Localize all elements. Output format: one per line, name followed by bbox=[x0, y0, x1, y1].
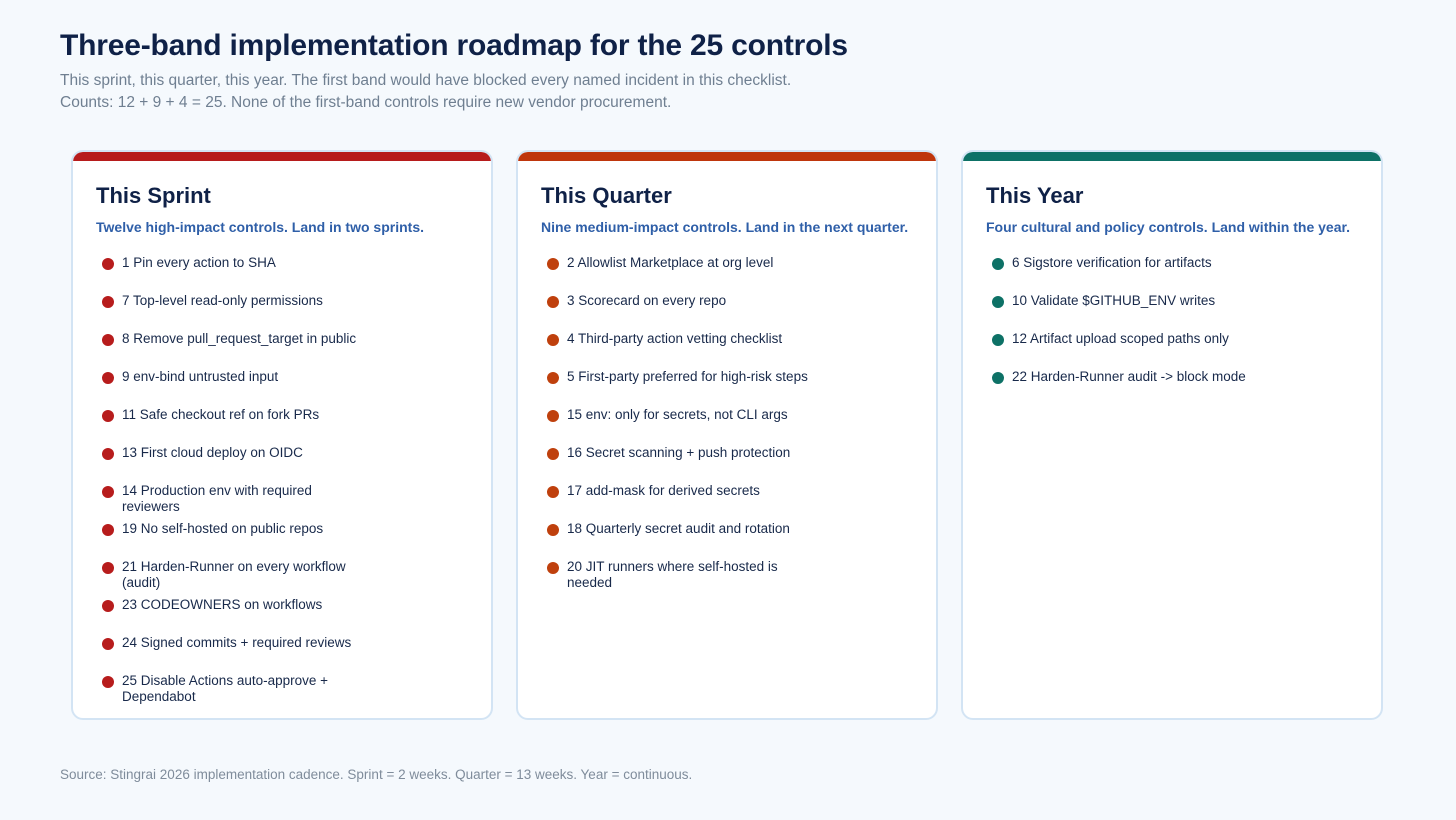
bullet-dot-icon bbox=[547, 334, 559, 346]
bullet-dot-icon bbox=[992, 258, 1004, 270]
bullet-dot-icon bbox=[992, 296, 1004, 308]
control-label: 9 env-bind untrusted input bbox=[122, 369, 279, 384]
band-subtitle: Nine medium-impact controls. Land in the… bbox=[541, 219, 909, 235]
control-item: 17 add-mask for derived secrets bbox=[547, 483, 807, 499]
control-label: 17 add-mask for derived secrets bbox=[567, 483, 760, 498]
bullet-dot-icon bbox=[547, 524, 559, 536]
bullet-dot-icon bbox=[992, 334, 1004, 346]
control-label: 25 Disable Actions auto-approve + Depend… bbox=[122, 673, 329, 704]
bullet-dot-icon bbox=[102, 638, 114, 650]
bullet-dot-icon bbox=[992, 372, 1004, 384]
control-label: 15 env: only for secrets, not CLI args bbox=[567, 407, 788, 422]
bullet-dot-icon bbox=[102, 448, 114, 460]
control-item: 10 Validate $GITHUB_ENV writes bbox=[992, 293, 1252, 309]
band-card-year: This Year Four cultural and policy contr… bbox=[961, 150, 1383, 720]
band-card-quarter: This Quarter Nine medium-impact controls… bbox=[516, 150, 938, 720]
bullet-dot-icon bbox=[102, 372, 114, 384]
band-accent-bar bbox=[963, 152, 1381, 161]
control-item: 23 CODEOWNERS on workflows bbox=[102, 597, 362, 613]
control-item: 8 Remove pull_request_target in public bbox=[102, 331, 362, 347]
control-item: 9 env-bind untrusted input bbox=[102, 369, 362, 385]
control-label: 14 Production env with required reviewer… bbox=[122, 483, 312, 514]
control-item: 16 Secret scanning + push protection bbox=[547, 445, 807, 461]
bullet-dot-icon bbox=[102, 600, 114, 612]
control-label: 2 Allowlist Marketplace at org level bbox=[567, 255, 774, 270]
bullet-dot-icon bbox=[102, 676, 114, 688]
control-label: 7 Top-level read-only permissions bbox=[122, 293, 323, 308]
control-list: 2 Allowlist Marketplace at org level 3 Sc… bbox=[518, 152, 936, 718]
bullet-dot-icon bbox=[547, 372, 559, 384]
page-title: Three-band implementation roadmap for th… bbox=[60, 29, 848, 62]
control-label: 23 CODEOWNERS on workflows bbox=[122, 597, 323, 612]
control-label: 22 Harden-Runner audit -> block mode bbox=[1012, 369, 1246, 384]
band-card-sprint: This Sprint Twelve high-impact controls.… bbox=[71, 150, 493, 720]
control-item: 25 Disable Actions auto-approve + Depend… bbox=[102, 673, 362, 705]
control-label: 5 First-party preferred for high-risk st… bbox=[567, 369, 808, 384]
control-item: 21 Harden-Runner on every workflow (audi… bbox=[102, 559, 362, 591]
control-item: 2 Allowlist Marketplace at org level bbox=[547, 255, 807, 271]
bullet-dot-icon bbox=[547, 448, 559, 460]
control-label: 10 Validate $GITHUB_ENV writes bbox=[1012, 293, 1216, 308]
subtitle-line-1: This sprint, this quarter, this year. Th… bbox=[60, 72, 792, 89]
control-item: 18 Quarterly secret audit and rotation bbox=[547, 521, 807, 537]
bullet-dot-icon bbox=[102, 258, 114, 270]
control-item: 11 Safe checkout ref on fork PRs bbox=[102, 407, 362, 423]
band-title: This Quarter bbox=[541, 183, 672, 208]
control-item: 13 First cloud deploy on OIDC bbox=[102, 445, 362, 461]
control-label: 8 Remove pull_request_target in public bbox=[122, 331, 357, 346]
band-accent-bar bbox=[518, 152, 936, 161]
bullet-dot-icon bbox=[102, 334, 114, 346]
band-subtitle: Twelve high-impact controls. Land in two… bbox=[96, 219, 424, 235]
control-label: 18 Quarterly secret audit and rotation bbox=[567, 521, 790, 536]
bullet-dot-icon bbox=[547, 562, 559, 574]
control-item: 1 Pin every action to SHA bbox=[102, 255, 362, 271]
control-item: 22 Harden-Runner audit -> block mode bbox=[992, 369, 1252, 385]
bullet-dot-icon bbox=[547, 296, 559, 308]
bullet-dot-icon bbox=[102, 524, 114, 536]
control-label: 1 Pin every action to SHA bbox=[122, 255, 276, 270]
control-item: 4 Third-party action vetting checklist bbox=[547, 331, 807, 347]
bullet-dot-icon bbox=[547, 486, 559, 498]
bullet-dot-icon bbox=[102, 486, 114, 498]
source-footnote: Source: Stingrai 2026 implementation cad… bbox=[60, 767, 693, 782]
control-item: 3 Scorecard on every repo bbox=[547, 293, 807, 309]
control-label: 20 JIT runners where self-hosted is need… bbox=[567, 559, 778, 590]
control-item: 12 Artifact upload scoped paths only bbox=[992, 331, 1252, 347]
control-item: 24 Signed commits + required reviews bbox=[102, 635, 362, 651]
control-item: 5 First-party preferred for high-risk st… bbox=[547, 369, 808, 385]
control-label: 4 Third-party action vetting checklist bbox=[567, 331, 783, 346]
bullet-dot-icon bbox=[102, 296, 114, 308]
control-label: 19 No self-hosted on public repos bbox=[122, 521, 324, 536]
control-item: 20 JIT runners where self-hosted is need… bbox=[547, 559, 807, 591]
control-item: 19 No self-hosted on public repos bbox=[102, 521, 362, 537]
control-label: 13 First cloud deploy on OIDC bbox=[122, 445, 303, 460]
control-label: 21 Harden-Runner on every workflow (audi… bbox=[122, 559, 346, 590]
control-label: 12 Artifact upload scoped paths only bbox=[1012, 331, 1229, 346]
control-item: 6 Sigstore verification for artifacts bbox=[992, 255, 1252, 271]
bullet-dot-icon bbox=[547, 258, 559, 270]
control-label: 6 Sigstore verification for artifacts bbox=[1012, 255, 1212, 270]
bullet-dot-icon bbox=[102, 410, 114, 422]
control-item: 7 Top-level read-only permissions bbox=[102, 293, 362, 309]
band-accent-bar bbox=[73, 152, 491, 161]
control-label: 16 Secret scanning + push protection bbox=[567, 445, 791, 460]
control-item: 14 Production env with required reviewer… bbox=[102, 483, 362, 515]
subtitle-line-2: Counts: 12 + 9 + 4 = 25. None of the fir… bbox=[60, 94, 672, 111]
control-list: 6 Sigstore verification for artifacts 10 … bbox=[963, 152, 1381, 718]
band-title: This Sprint bbox=[96, 183, 211, 208]
control-label: 11 Safe checkout ref on fork PRs bbox=[122, 407, 320, 422]
bullet-dot-icon bbox=[547, 410, 559, 422]
control-list: 1 Pin every action to SHA 7 Top-level rea… bbox=[73, 152, 491, 718]
band-subtitle: Four cultural and policy controls. Land … bbox=[986, 219, 1351, 235]
control-label: 3 Scorecard on every repo bbox=[567, 293, 727, 308]
bullet-dot-icon bbox=[102, 562, 114, 574]
control-item: 15 env: only for secrets, not CLI args bbox=[547, 407, 807, 423]
band-title: This Year bbox=[986, 183, 1084, 208]
control-label: 24 Signed commits + required reviews bbox=[122, 635, 352, 650]
